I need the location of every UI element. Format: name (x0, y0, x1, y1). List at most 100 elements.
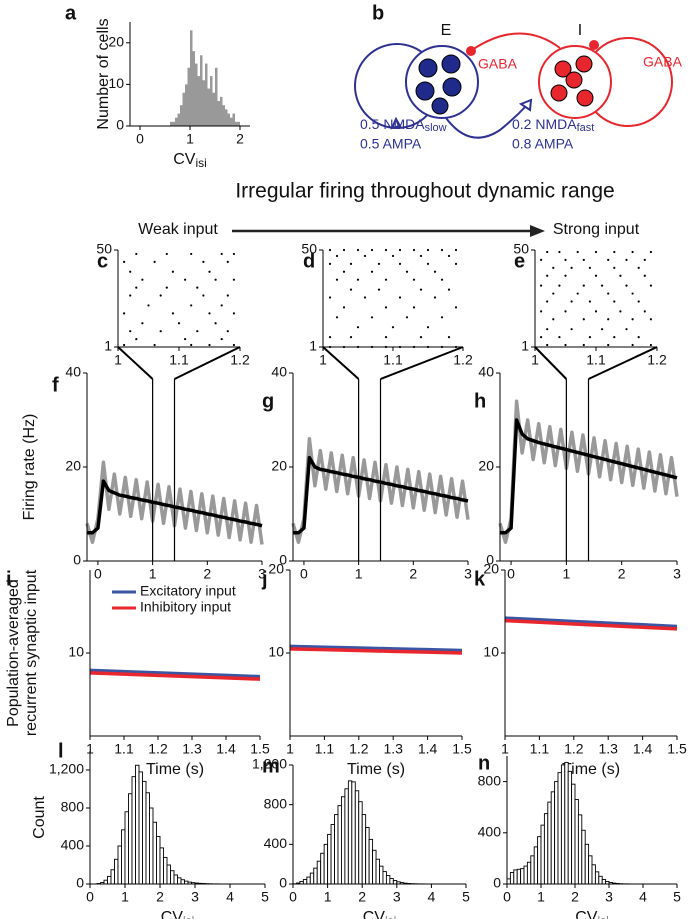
bar (175, 117, 178, 126)
bar (347, 780, 353, 885)
bar (375, 858, 380, 885)
spike (440, 278, 444, 281)
bar (506, 878, 511, 885)
x-tick-label: 1.4 (216, 741, 236, 757)
bar (330, 824, 335, 885)
bar (145, 792, 150, 885)
x-axis-label: CV (363, 909, 386, 919)
series-line (89, 668, 261, 679)
spike (582, 284, 585, 287)
spike (649, 284, 653, 287)
bar (152, 821, 157, 885)
y-tick-label: 10 (108, 75, 124, 91)
x-axis-label: CV (575, 909, 598, 919)
spike (232, 252, 235, 256)
bar (227, 113, 230, 126)
x-tick-label: 1.3 (598, 741, 618, 757)
spike (426, 262, 430, 265)
i-to-e-synapse (466, 46, 476, 56)
bar (382, 871, 387, 885)
bar (135, 764, 140, 885)
spike (601, 284, 604, 287)
bar (170, 121, 173, 126)
x-tick-label: 4 (226, 889, 234, 905)
bar (117, 845, 122, 885)
spike (335, 278, 339, 281)
x-tick-label: 1.4 (418, 741, 438, 757)
spike (546, 343, 549, 347)
spike (349, 262, 353, 265)
x-tick-label: 2 (203, 566, 211, 582)
bar (577, 814, 583, 885)
spike (226, 330, 229, 333)
x-tick-label: 1.3 (182, 741, 202, 757)
x-tick-label: 2 (618, 566, 626, 582)
spike (564, 343, 567, 347)
spike (607, 318, 610, 321)
bar (187, 67, 190, 126)
bar (185, 84, 188, 126)
spike (129, 270, 132, 273)
bar (557, 772, 562, 885)
x-tick-label: 1.2 (230, 352, 250, 368)
bar (564, 761, 569, 885)
spike (564, 310, 567, 313)
bar (334, 814, 339, 885)
bar (316, 860, 322, 885)
spike (153, 343, 156, 347)
spike (558, 284, 561, 287)
input-arrowhead (530, 225, 545, 237)
y-tick-label: 400 (478, 824, 502, 840)
spike (196, 330, 199, 333)
spike (607, 258, 610, 261)
x-axis-label: Time (s) (562, 761, 620, 778)
bar (567, 770, 573, 885)
spike (226, 260, 229, 263)
x-tick-label: 1 (286, 741, 294, 757)
x-tick-label: 1.1 (530, 741, 550, 757)
spike (637, 336, 640, 339)
weak-input-label: Weak input (138, 221, 218, 238)
spike (165, 286, 168, 289)
y-tick-label: 40 (478, 364, 494, 380)
bar (571, 783, 576, 885)
y-tick-label: 10 (68, 644, 84, 660)
x-tick-label: 1.1 (383, 352, 403, 368)
e-neuron (431, 97, 449, 115)
spike (625, 258, 628, 261)
spike (349, 288, 353, 291)
spike (220, 304, 223, 307)
spike (552, 318, 555, 321)
spike (631, 318, 634, 321)
bar (354, 790, 360, 885)
synapse-label-sub: slow (425, 122, 447, 134)
x-axis-label: Time (s) (562, 761, 620, 778)
bar (103, 879, 108, 885)
spike (588, 300, 592, 303)
spike (377, 262, 381, 265)
spike (328, 296, 332, 299)
spike (552, 266, 555, 269)
x-tick-label: 1.5 (452, 741, 472, 757)
bar (302, 879, 308, 885)
spike (370, 316, 374, 319)
x-tick-label: 1.5 (667, 741, 687, 757)
i-neuron (565, 71, 583, 89)
panel-label: e (514, 250, 525, 272)
x-tick-label: 3 (258, 566, 266, 582)
y-tick-label: 1 (309, 338, 317, 354)
x-tick-label: 1.3 (383, 741, 403, 757)
spike (613, 266, 616, 269)
spike (349, 336, 353, 339)
e-synapse (390, 116, 402, 130)
spike (570, 266, 573, 269)
spike (570, 328, 573, 331)
x-axis-label: CV (161, 909, 184, 919)
spike (540, 258, 543, 261)
spike (558, 336, 561, 339)
spike (546, 274, 549, 277)
bar (554, 781, 559, 885)
spike (419, 254, 423, 258)
x-axis-label-sub: isi (183, 914, 194, 919)
x-axis-label-sub: isi (597, 914, 608, 919)
